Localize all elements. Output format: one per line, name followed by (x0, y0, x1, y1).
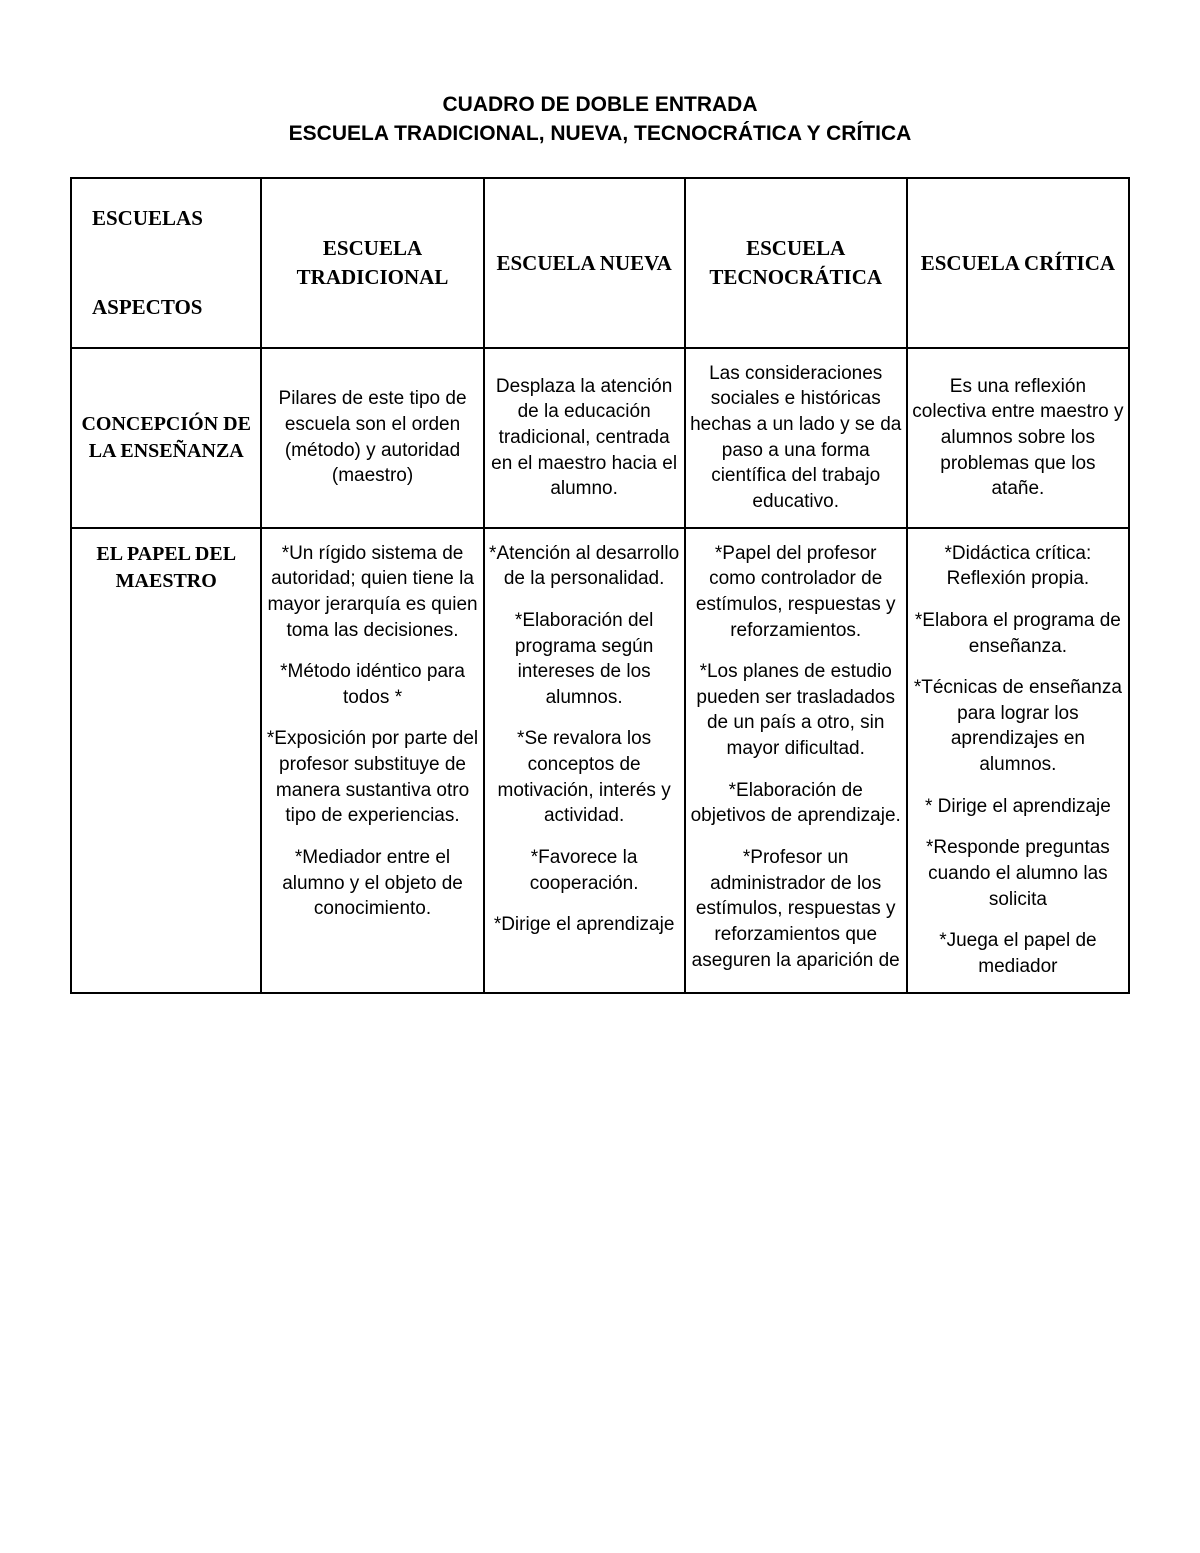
cell-concepcion-critica: Es una reflexión colectiva entre maestro… (907, 348, 1129, 528)
cell-concepcion-tradicional: Pilares de este tipo de escuela son el o… (261, 348, 483, 528)
papel-nueva-p5: *Dirige el aprendizaje (489, 912, 680, 938)
papel-tec-p4: *Profesor un administrador de los estímu… (690, 845, 902, 973)
papel-tec-p1: *Papel del profesor como controlador de … (690, 541, 902, 644)
papel-tec-p3: *Elaboración de objetivos de aprendizaje… (690, 778, 902, 829)
title-line-2: ESCUELA TRADICIONAL, NUEVA, TECNOCRÁTICA… (70, 119, 1130, 148)
papel-trad-p2: *Método idéntico para todos * (266, 659, 478, 710)
papel-nueva-p2: *Elaboración del programa según interese… (489, 608, 680, 711)
row-concepcion: CONCEPCIÓN DE LA ENSEÑANZA Pilares de es… (71, 348, 1129, 528)
cell-papel-tecnocratica: *Papel del profesor como controlador de … (685, 528, 907, 993)
papel-nueva-p4: *Favorece la cooperación. (489, 845, 680, 896)
papel-crit-p5: *Responde preguntas cuando el alumno las… (912, 835, 1124, 912)
cell-papel-nueva: *Atención al desarrollo de la personalid… (484, 528, 685, 993)
papel-crit-p1: *Didáctica crítica: Reflexión propia. (912, 541, 1124, 592)
comparison-table: ESCUELAS ASPECTOS ESCUELA TRADICIONAL ES… (70, 177, 1130, 994)
cell-papel-critica: *Didáctica crítica: Reflexión propia. *E… (907, 528, 1129, 993)
papel-crit-p3: *Técnicas de enseñanza para lograr los a… (912, 675, 1124, 778)
header-corner-top: ESCUELAS (92, 204, 252, 232)
papel-crit-p4: * Dirige el aprendizaje (912, 794, 1124, 820)
cell-papel-tradicional: *Un rígido sistema de autoridad; quien t… (261, 528, 483, 993)
row-papel: EL PAPEL DEL MAESTRO *Un rígido sistema … (71, 528, 1129, 993)
header-tradicional: ESCUELA TRADICIONAL (261, 178, 483, 348)
label-papel: EL PAPEL DEL MAESTRO (71, 528, 261, 993)
papel-trad-p3: *Exposición por parte del profesor subst… (266, 726, 478, 829)
title-line-1: CUADRO DE DOBLE ENTRADA (70, 90, 1130, 119)
header-nueva: ESCUELA NUEVA (484, 178, 685, 348)
papel-tec-p2: *Los planes de estudio pueden ser trasla… (690, 659, 902, 762)
papel-trad-p1: *Un rígido sistema de autoridad; quien t… (266, 541, 478, 644)
document-title: CUADRO DE DOBLE ENTRADA ESCUELA TRADICIO… (70, 90, 1130, 149)
papel-trad-p4: *Mediador entre el alumno y el objeto de… (266, 845, 478, 922)
cell-concepcion-nueva: Desplaza la atención de la educación tra… (484, 348, 685, 528)
header-corner: ESCUELAS ASPECTOS (71, 178, 261, 348)
papel-crit-p2: *Elabora el programa de enseñanza. (912, 608, 1124, 659)
header-row: ESCUELAS ASPECTOS ESCUELA TRADICIONAL ES… (71, 178, 1129, 348)
header-tecnocratica: ESCUELA TECNOCRÁTICA (685, 178, 907, 348)
label-concepcion: CONCEPCIÓN DE LA ENSEÑANZA (71, 348, 261, 528)
cell-concepcion-tecnocratica: Las consideraciones sociales e histórica… (685, 348, 907, 528)
papel-nueva-p3: *Se revalora los conceptos de motivación… (489, 726, 680, 829)
header-critica: ESCUELA CRÍTICA (907, 178, 1129, 348)
papel-crit-p6: *Juega el papel de mediador (912, 928, 1124, 979)
papel-nueva-p1: *Atención al desarrollo de la personalid… (489, 541, 680, 592)
header-corner-bottom: ASPECTOS (92, 293, 252, 321)
